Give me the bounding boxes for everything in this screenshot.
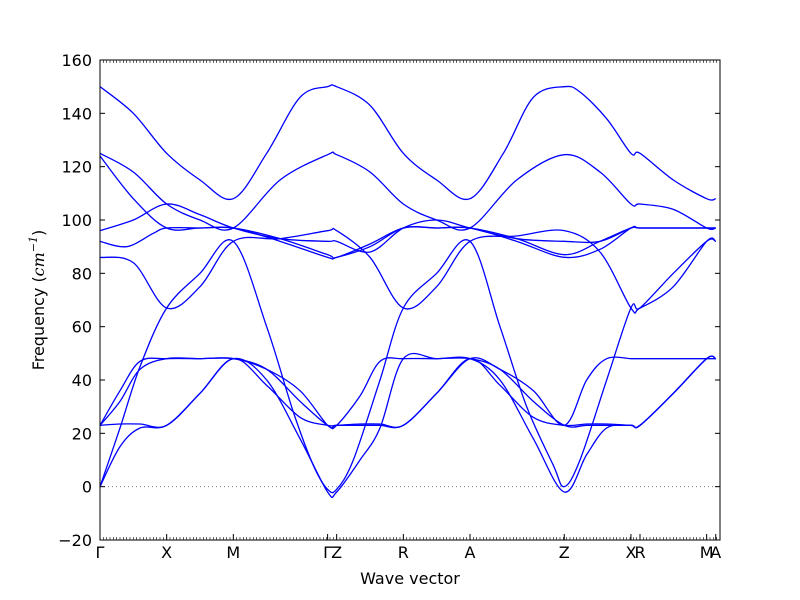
y-axis-label-text: Frequency ( bbox=[29, 276, 48, 370]
band-line-2 bbox=[99, 151, 716, 231]
y-axis-label-close: ) bbox=[29, 230, 48, 236]
x-tick-label: Γ bbox=[96, 543, 105, 562]
band-line-11 bbox=[99, 355, 716, 429]
band-series bbox=[99, 84, 717, 498]
x-tick-label: M bbox=[700, 543, 714, 562]
y-tick-label: 160 bbox=[61, 51, 92, 70]
x-tick-label: A bbox=[710, 543, 721, 562]
band-line-7 bbox=[99, 238, 716, 494]
x-tick-label: X bbox=[161, 543, 172, 562]
band-line-5 bbox=[99, 225, 716, 260]
x-tick-label: Z bbox=[559, 543, 570, 562]
y-axis-label-exponent: −1 bbox=[27, 236, 40, 252]
plot-frame bbox=[99, 59, 721, 541]
y-tick-label: 120 bbox=[61, 158, 92, 177]
x-tick-label: A bbox=[465, 543, 476, 562]
x-tick-label: Z bbox=[331, 543, 342, 562]
y-tick-label: 0 bbox=[82, 478, 92, 497]
x-tick-label: Γ bbox=[323, 543, 332, 562]
x-tick-label: R bbox=[634, 543, 645, 562]
y-tick-label: 40 bbox=[72, 371, 92, 390]
band-line-1 bbox=[99, 84, 716, 201]
x-tick-label: M bbox=[226, 543, 240, 562]
x-tick-label: R bbox=[398, 543, 409, 562]
y-tick-label: 140 bbox=[61, 104, 92, 123]
y-axis-label: Frequency (cm−1) bbox=[27, 230, 48, 371]
y-axis-label-unit: cm bbox=[29, 252, 48, 276]
y-axis-ticks: −20 0 20 40 60 80 100 120 140 160 bbox=[58, 51, 720, 550]
plot-background bbox=[100, 60, 720, 540]
y-tick-label: −20 bbox=[58, 531, 92, 550]
x-axis-label: Wave vector bbox=[360, 569, 460, 588]
y-tick-label: 80 bbox=[72, 264, 92, 283]
x-axis-ticks: Γ X M Γ Z R A Z XR MA bbox=[96, 534, 721, 562]
y-tick-label: 100 bbox=[61, 211, 92, 230]
y-tick-label: 60 bbox=[72, 318, 92, 337]
x-tick-label: X bbox=[625, 543, 636, 562]
y-tick-label: 20 bbox=[72, 424, 92, 443]
